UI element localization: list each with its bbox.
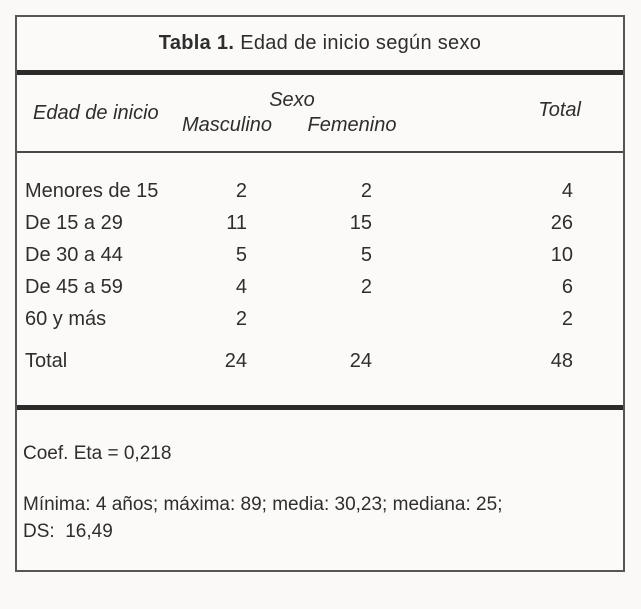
cell-masculino: 4	[235, 276, 247, 298]
table-row: De 45 a 59 4 2 6	[17, 271, 623, 303]
cell-total: 4	[561, 180, 573, 202]
descriptive-stats-note: Mínima: 4 años; máxima: 89; media: 30,23…	[23, 491, 609, 545]
table-title-text: Edad de inicio según sexo	[240, 32, 482, 54]
cell-total: 2	[561, 308, 573, 330]
header-femenino: Femenino	[307, 114, 397, 136]
row-label: 60 y más	[25, 308, 107, 330]
row-label: De 15 a 29	[25, 212, 123, 234]
coef-eta-note: Coef. Eta = 0,218	[23, 443, 172, 464]
stats-line-2: DS: 16,49	[23, 521, 113, 542]
cell-femenino: 2	[360, 180, 372, 202]
table-row: De 15 a 29 11 15 26	[17, 207, 623, 239]
table-footnotes: Coef. Eta = 0,218 Mínima: 4 años; máxima…	[17, 405, 623, 570]
table-total-row: Total 24 24 48	[17, 345, 623, 377]
total-femenino: 24	[349, 350, 372, 372]
header-sexo: Sexo	[269, 89, 315, 111]
header-row-dimension: Edad de inicio	[33, 101, 159, 124]
row-label: Menores de 15	[25, 180, 159, 202]
cell-total: 26	[550, 212, 573, 234]
cell-femenino	[287, 303, 417, 335]
table-row: De 30 a 44 5 5 10	[17, 239, 623, 271]
cell-total: 6	[561, 276, 573, 298]
cell-femenino: 5	[360, 244, 372, 266]
cell-masculino: 5	[235, 244, 247, 266]
cell-femenino: 15	[349, 212, 372, 234]
table-row: 60 y más 2 2	[17, 303, 623, 335]
total-row-label: Total	[25, 350, 68, 372]
row-label: De 30 a 44	[25, 244, 123, 266]
table-row: Menores de 15 2 2 4	[17, 175, 623, 207]
row-label: De 45 a 59	[25, 276, 123, 298]
total-grand: 48	[550, 350, 573, 372]
header-sexo-group: Sexo Masculino Femenino	[167, 89, 417, 137]
table-body: Menores de 15 2 2 4 De 15 a 29 11 15 26 …	[17, 153, 623, 405]
total-masculino: 24	[224, 350, 247, 372]
header-total: Total	[538, 98, 581, 121]
header-sexo-columns: Masculino Femenino	[167, 114, 417, 137]
stats-line-1: Mínima: 4 años; máxima: 89; media: 30,23…	[23, 494, 503, 515]
table-1-box: Tabla 1. Edad de inicio según sexo Edad …	[15, 15, 625, 572]
cell-masculino: 2	[235, 308, 247, 330]
cell-total: 10	[550, 244, 573, 266]
cell-femenino: 2	[360, 276, 372, 298]
header-masculino: Masculino	[181, 114, 273, 136]
cell-masculino: 2	[235, 180, 247, 202]
table-header: Edad de inicio Sexo Masculino Femenino T…	[17, 75, 623, 153]
table-title-number: Tabla 1.	[158, 32, 235, 54]
cell-masculino: 11	[226, 212, 247, 234]
table-title: Tabla 1. Edad de inicio según sexo	[17, 17, 623, 75]
